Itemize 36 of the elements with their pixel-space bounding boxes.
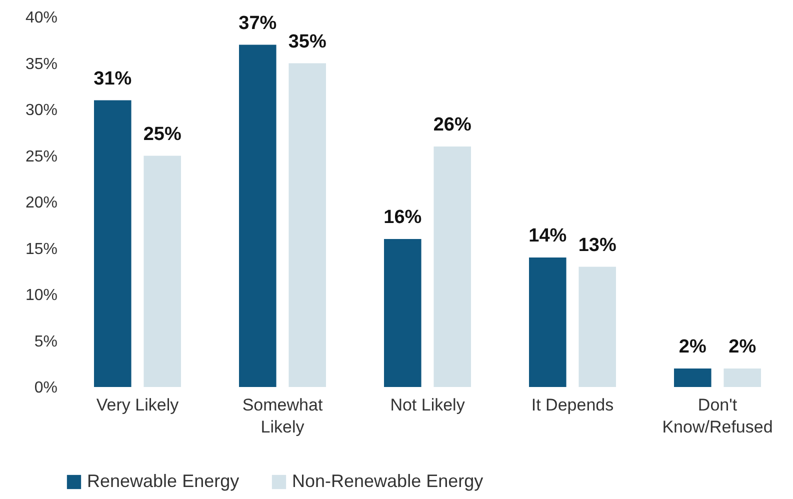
x-tick-label: Somewhat Likely [242, 396, 323, 436]
y-tick-label: 10% [25, 287, 58, 304]
data-label: 2% [678, 336, 706, 358]
bar [434, 146, 471, 387]
y-tick-label: 20% [25, 194, 58, 212]
y-tick-label: 35% [25, 56, 58, 73]
bar [384, 239, 422, 387]
y-tick-label: 5% [34, 333, 58, 350]
bar [288, 63, 326, 387]
x-tick-label: It Depends [531, 396, 614, 414]
data-label: 35% [288, 31, 326, 52]
data-label: 26% [433, 114, 472, 136]
data-label: 16% [384, 207, 422, 228]
data-label: 2% [728, 336, 756, 358]
bar [578, 266, 616, 387]
data-label: 14% [528, 226, 567, 246]
data-label: 25% [143, 124, 182, 145]
bar [239, 44, 276, 387]
y-tick-label: 40% [25, 10, 58, 26]
y-tick-label: 0% [34, 380, 58, 396]
bar [144, 156, 181, 387]
bar [529, 258, 566, 387]
legend-label: Non-Renewable Energy [292, 471, 484, 491]
data-label: 31% [94, 68, 132, 90]
y-tick-label: 15% [25, 240, 58, 258]
legend-label: Renewable Energy [87, 471, 240, 491]
bar [94, 100, 132, 387]
x-tick-label: Not Likely [390, 396, 466, 414]
data-label: 37% [238, 12, 277, 34]
data-label: 13% [578, 234, 616, 256]
bar [724, 368, 761, 387]
y-tick-label: 30% [25, 102, 58, 119]
x-tick-label: Don't Know/Refused [662, 396, 773, 436]
x-tick-label: Very Likely [96, 396, 180, 414]
y-tick-label: 25% [25, 148, 58, 166]
bar [674, 368, 712, 387]
